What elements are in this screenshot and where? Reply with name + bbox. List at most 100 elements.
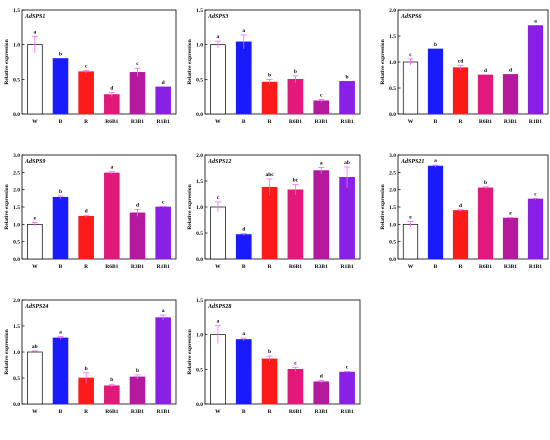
- y-tick-label: 0.5: [13, 376, 20, 382]
- significance-label: b: [484, 180, 487, 186]
- panel-adsps28: 0.0 0.5 1.0 1.5 Relative expression AdSPS28 a W…: [187, 298, 361, 415]
- bar-r1b1: [155, 86, 171, 115]
- significance-label: c: [534, 191, 537, 197]
- panel-adsps6: 0.0 0.5 1.0 1.5 2.0 Relative expression AdSPS6…: [380, 8, 549, 125]
- significance-label: a: [242, 331, 245, 337]
- category-label: R3B1: [315, 264, 328, 270]
- bar-r: [452, 210, 469, 260]
- bar-r: [261, 358, 278, 405]
- bar-w: [27, 44, 43, 115]
- significance-label: bc: [293, 178, 299, 184]
- category-label: R1B1: [341, 409, 354, 415]
- y-tick-label: 3.0: [13, 153, 20, 159]
- significance-label: ab: [32, 344, 38, 350]
- bar-r3b1: [129, 72, 146, 115]
- panel-title: AdSPS9: [24, 159, 45, 165]
- y-tick-label: 1.0: [13, 222, 20, 228]
- category-label: B: [434, 119, 438, 125]
- significance-label: a: [162, 308, 165, 314]
- y-tick-label: 1.0: [196, 333, 203, 339]
- y-tick-label: 1.0: [13, 350, 20, 356]
- category-label: R6B1: [289, 119, 302, 125]
- y-axis-label: Relative expression: [187, 39, 193, 84]
- significance-label: c: [320, 92, 323, 98]
- panel-adsps21: 0.0 0.5 1.0 1.5 2.0 2.5 3.0 Relative expression…: [380, 153, 549, 270]
- y-tick-label: 3.0: [389, 153, 396, 159]
- plot-frame: [204, 299, 361, 405]
- y-axis-label: Relative expression: [187, 184, 193, 229]
- category-label: R1B1: [341, 264, 354, 270]
- bar-r: [452, 67, 469, 115]
- plot-frame: [204, 154, 361, 260]
- bar-r3b1: [313, 170, 330, 260]
- significance-label: c: [162, 199, 165, 205]
- panel-title: AdSPS1: [24, 14, 45, 20]
- y-tick-label: 0.0: [389, 257, 396, 263]
- bar-w: [402, 61, 419, 115]
- category-label: R3B1: [504, 119, 517, 125]
- category-label: W: [408, 119, 414, 125]
- y-tick-label: 1.0: [196, 205, 203, 211]
- category-label: B: [59, 264, 63, 270]
- category-label: R6B1: [479, 264, 492, 270]
- y-tick-label: 1.5: [389, 205, 396, 211]
- significance-label: c: [294, 360, 297, 366]
- bar-r6b1: [287, 368, 304, 405]
- bar-r6b1: [104, 385, 120, 405]
- y-tick-label: 0.5: [196, 231, 203, 237]
- y-tick-label: 0.0: [196, 112, 203, 118]
- significance-label: b: [434, 42, 437, 48]
- y-axis-label: Relative expression: [4, 329, 10, 374]
- panel-title: AdSPS6: [400, 14, 421, 20]
- y-tick-label: 2.5: [389, 170, 396, 176]
- significance-label: c: [217, 195, 220, 201]
- panel-title: AdSPS24: [24, 304, 48, 310]
- significance-label: a: [534, 19, 537, 25]
- significance-label: ab: [344, 160, 350, 166]
- bar-r6b1: [287, 189, 304, 260]
- significance-label: a: [59, 329, 62, 335]
- category-label: R: [459, 264, 464, 270]
- significance-label: d: [459, 203, 462, 209]
- panel-title: AdSPS21: [400, 159, 424, 165]
- category-label: R: [84, 409, 89, 415]
- y-tick-label: 1.5: [13, 324, 20, 330]
- y-tick-label: 0.0: [196, 402, 203, 408]
- category-label: R3B1: [131, 409, 144, 415]
- plot-frame: [21, 154, 177, 260]
- bar-r3b1: [502, 74, 519, 115]
- significance-label: a: [320, 160, 323, 166]
- category-label: R6B1: [105, 264, 118, 270]
- y-tick-label: 1.5: [13, 205, 20, 211]
- significance-label: a: [33, 29, 36, 35]
- y-tick-label: 0.0: [13, 402, 20, 408]
- bar-r1b1: [155, 206, 171, 260]
- bar-r6b1: [287, 78, 304, 115]
- plot-frame: [204, 9, 361, 115]
- y-tick-label: 0.0: [13, 257, 20, 263]
- bar-b: [52, 196, 69, 260]
- y-tick-label: 0.0: [196, 257, 203, 263]
- bar-r1b1: [527, 25, 544, 115]
- y-tick-label: 2.0: [13, 298, 20, 304]
- category-label: R6B1: [105, 409, 118, 415]
- y-tick-label: 0.0: [389, 112, 396, 118]
- category-label: W: [32, 409, 38, 415]
- bar-b: [235, 339, 252, 405]
- category-label: R6B1: [105, 119, 118, 125]
- significance-label: a: [434, 158, 437, 164]
- category-label: R1B1: [157, 409, 170, 415]
- significance-label: d: [509, 67, 512, 73]
- bar-b: [427, 48, 444, 115]
- y-tick-label: 0.5: [196, 77, 203, 83]
- bar-b: [427, 165, 444, 260]
- category-label: B: [242, 119, 246, 125]
- bar-w: [210, 44, 226, 115]
- category-label: B: [434, 264, 438, 270]
- category-label: R1B1: [529, 264, 542, 270]
- significance-label: b: [110, 377, 113, 383]
- y-tick-label: 1.5: [389, 34, 396, 40]
- significance-label: d: [110, 86, 113, 92]
- y-tick-label: 2.0: [196, 153, 203, 159]
